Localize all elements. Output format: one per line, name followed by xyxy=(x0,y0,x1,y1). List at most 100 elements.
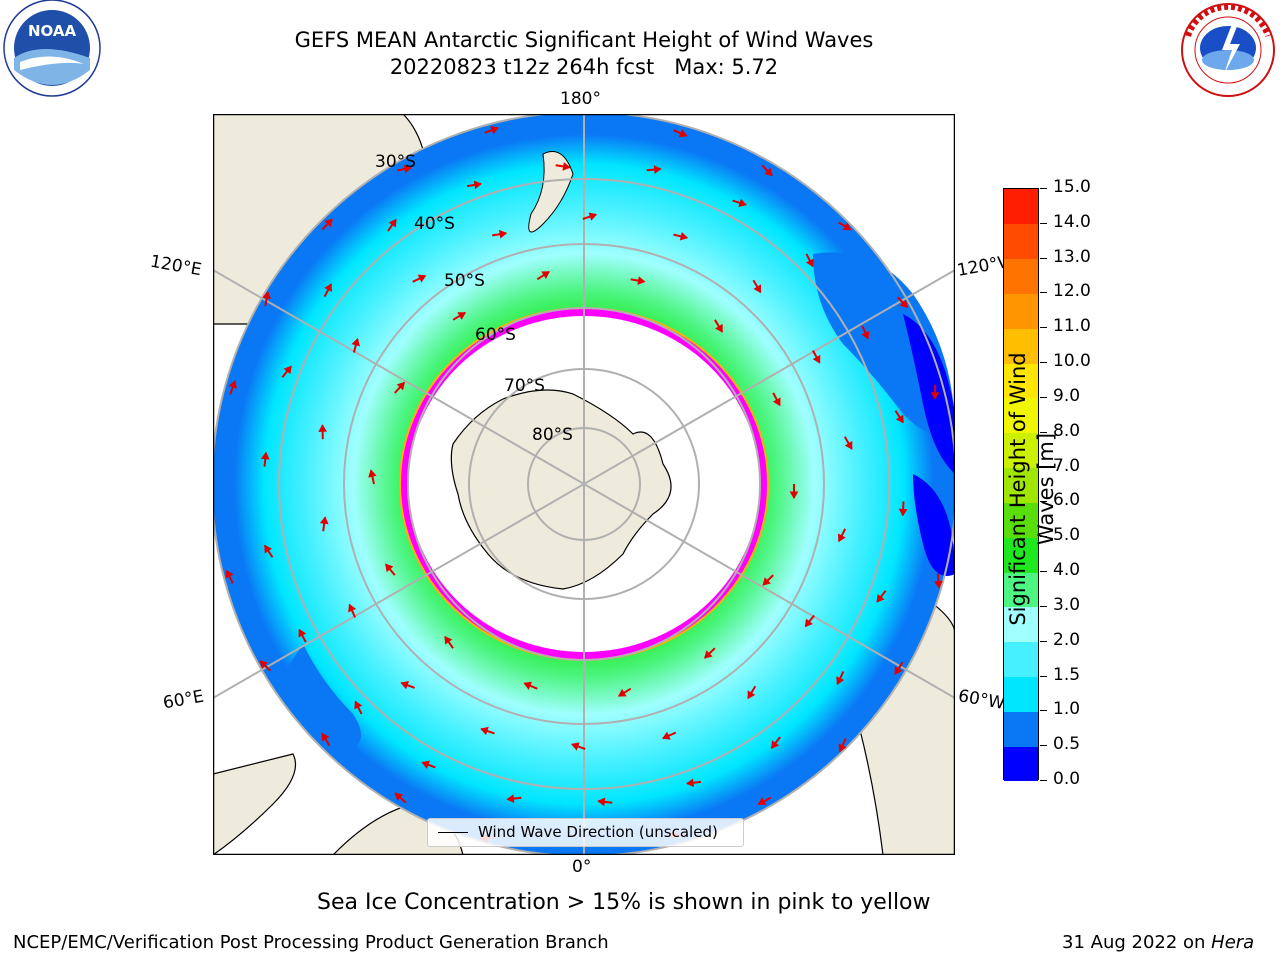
wind-arrow-head xyxy=(704,650,713,659)
wind-arrow-head xyxy=(259,660,268,669)
wind-arrow-head xyxy=(805,258,814,268)
wind-arrow-head xyxy=(844,441,853,450)
colorbar-tick xyxy=(1040,188,1047,189)
lon-label-180: 180° xyxy=(560,89,601,109)
colorbar-tick-label: 12.0 xyxy=(1053,281,1091,302)
colorbar-tick xyxy=(1040,780,1047,781)
map-title: GEFS MEAN Antarctic Significant Height o… xyxy=(294,28,874,52)
colorbar-tick-label: 5.0 xyxy=(1053,525,1081,546)
colorbar-segment xyxy=(1004,676,1038,712)
wind-arrow-head xyxy=(403,164,412,174)
colorbar-segment xyxy=(1004,189,1038,225)
wind-arrow-head xyxy=(388,218,397,228)
colorbar-segment xyxy=(1004,711,1038,747)
colorbar-tick xyxy=(1040,501,1047,503)
wind-arrow-head xyxy=(260,451,270,460)
colorbar-segment xyxy=(1004,258,1038,294)
colorbar-segment xyxy=(1004,328,1038,364)
wind-arrow-head xyxy=(686,778,694,788)
colorbar-tick-label: 1.5 xyxy=(1053,664,1081,685)
wind-arrow-head xyxy=(653,165,662,174)
wind-arrow-head xyxy=(764,167,773,177)
colorbar-tick-label: 10.0 xyxy=(1053,351,1091,372)
colorbar-tick-label: 4.0 xyxy=(1053,560,1081,581)
colorbar-tick-label: 0.5 xyxy=(1053,734,1081,755)
wind-arrow-head xyxy=(842,222,852,231)
colorbar-tick-label: 6.0 xyxy=(1053,490,1081,511)
wind-arrow-head xyxy=(762,577,771,586)
colorbar-title-line2: Waves [m] xyxy=(1034,432,1058,546)
wind-arrow-head xyxy=(368,469,377,478)
wind-arrow-head xyxy=(444,635,453,645)
wind-arrow-head xyxy=(597,797,606,807)
colorbar-segment xyxy=(1004,467,1038,503)
wind-arrow-head xyxy=(421,760,430,769)
colorbar-segment xyxy=(1004,502,1038,538)
colorbar-tick xyxy=(1040,745,1047,747)
lat-label-70s: 70°S xyxy=(504,376,545,396)
wind-arrow-head xyxy=(571,742,580,751)
colorbar-tick xyxy=(1040,257,1047,259)
colorbar-tick xyxy=(1040,466,1047,468)
colorbar-tick-label: 9.0 xyxy=(1053,385,1081,406)
lon-label-60w: 60°W xyxy=(956,686,1007,714)
wind-arrow-head xyxy=(836,676,845,686)
wind-arrow-head xyxy=(617,688,627,697)
credit-text: NCEP/EMC/Verification Post Processing Pr… xyxy=(13,932,609,953)
colorbar xyxy=(1003,188,1039,782)
colorbar-segment xyxy=(1004,223,1038,260)
legend-line-icon xyxy=(438,832,468,833)
colorbar-tick xyxy=(1040,327,1047,329)
colorbar-tick xyxy=(1040,431,1047,433)
wind-arrow-head xyxy=(895,414,904,424)
wind-arrow-head xyxy=(473,180,482,190)
wind-arrow-head xyxy=(354,700,363,710)
wind-arrow-head xyxy=(417,274,427,283)
wind-arrow-head xyxy=(771,740,780,749)
wind-arrow-head xyxy=(319,516,329,525)
wind-arrow-head xyxy=(321,732,330,742)
colorbar-tick-label: 14.0 xyxy=(1053,211,1091,232)
wind-arrow-head xyxy=(480,726,489,736)
colorbar-tick xyxy=(1040,675,1047,677)
wind-arrow-head xyxy=(930,392,940,400)
map-legend: Wind Wave Direction (unscaled) xyxy=(427,818,744,847)
colorbar-tick-label: 7.0 xyxy=(1053,455,1081,476)
colorbar-tick-label: 1.0 xyxy=(1053,699,1081,720)
wind-arrow-head xyxy=(225,569,234,579)
colorbar-tick-label: 2.0 xyxy=(1053,629,1081,650)
colorbar-tick xyxy=(1040,536,1047,538)
wind-arrow-head xyxy=(789,491,799,499)
lat-label-50s: 50°S xyxy=(444,271,485,291)
wind-arrow-head xyxy=(318,424,327,432)
colorbar-tick-label: 8.0 xyxy=(1053,420,1081,441)
colorbar-tick xyxy=(1040,396,1047,398)
lon-label-0: 0° xyxy=(572,857,592,877)
colorbar-tick xyxy=(1040,710,1047,712)
wind-arrow-head xyxy=(678,129,688,138)
wind-arrow-head xyxy=(400,681,410,690)
wind-arrow-head xyxy=(804,618,813,628)
colorbar-tick xyxy=(1040,362,1047,364)
map-subtitle: 20220823 t12z 264h fcst Max: 5.72 xyxy=(389,55,779,79)
colorbar-tick-label: 15.0 xyxy=(1053,177,1091,197)
wind-arrow-head xyxy=(264,544,272,554)
wind-arrow-head xyxy=(283,365,292,375)
wind-arrow-head xyxy=(747,690,756,700)
colorbar-segment xyxy=(1004,606,1038,643)
wind-arrow-head xyxy=(523,681,532,690)
wind-arrow-head xyxy=(662,731,671,740)
colorbar-segment xyxy=(1004,363,1038,399)
colorbar-tick-label: 3.0 xyxy=(1053,594,1081,615)
wind-arrow-head xyxy=(637,276,646,285)
date-text: 31 Aug 2022 on Hera xyxy=(1062,932,1254,953)
colorbar-title: Significant Height of Wind Waves [m] xyxy=(1004,339,1060,639)
wind-arrow-head xyxy=(506,794,515,804)
lat-label-80s: 80°S xyxy=(532,425,573,445)
lon-label-60e: 60°E xyxy=(161,686,206,714)
colorbar-tick xyxy=(1040,292,1047,294)
lat-label-40s: 40°S xyxy=(414,214,455,234)
sea-ice-caption: Sea Ice Concentration > 15% is shown in … xyxy=(317,890,931,915)
wind-arrow-head xyxy=(298,628,307,638)
wind-arrow-head xyxy=(490,126,499,135)
